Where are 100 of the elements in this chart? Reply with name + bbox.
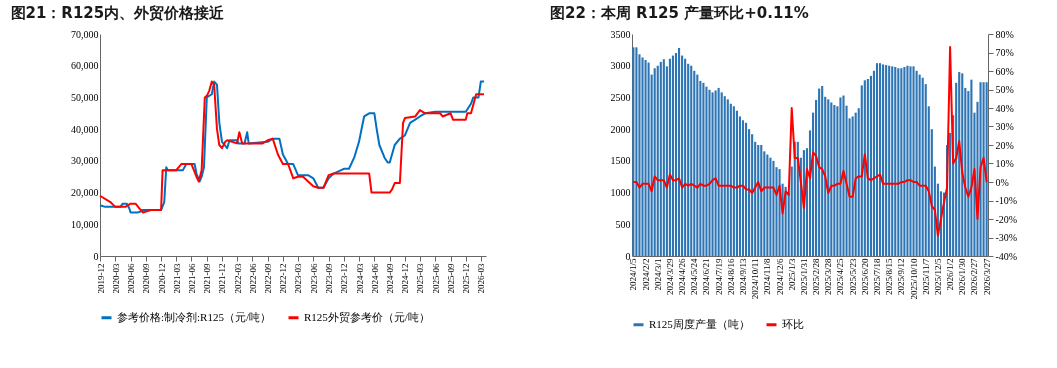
bar <box>921 77 924 256</box>
y2-tick-label: 10% <box>995 158 1014 169</box>
y2-tick-label: 50% <box>995 84 1014 95</box>
x-tick-label: 2023-09 <box>324 263 335 294</box>
bar <box>659 61 662 256</box>
bar <box>760 145 763 256</box>
line-series <box>632 45 988 237</box>
bar <box>875 63 879 256</box>
bar <box>744 122 748 256</box>
bar <box>723 96 726 256</box>
bar <box>891 66 894 256</box>
bar <box>906 65 909 256</box>
x-tick-label: 2020-03 <box>110 263 121 294</box>
bar <box>653 68 656 256</box>
x-tick-label: 2025/6/20 <box>859 258 870 296</box>
x-tick-label: 2025/7/18 <box>872 258 882 296</box>
bar <box>918 74 921 256</box>
y-tick-label: 0 <box>93 250 99 262</box>
y-tick-label: 2500 <box>610 91 631 103</box>
x-tick-label: 2023-03 <box>293 263 304 294</box>
bar <box>708 89 711 256</box>
y-tick-label: 30,000 <box>71 155 99 167</box>
x-tick-label: 2025/1/3 <box>786 258 797 291</box>
y2-tick-label: 0% <box>995 176 1009 188</box>
bar <box>732 106 735 256</box>
y-tick-label: 60,000 <box>71 60 99 72</box>
x-tick-label: 2026/3/27 <box>981 258 992 296</box>
x-tick-label: 2024/6/21 <box>701 258 712 296</box>
bar <box>757 145 760 256</box>
chart-title: 图21：R125内、外贸价格接近 <box>10 4 226 22</box>
bar <box>714 90 717 256</box>
x-tick-label: 2024/2/2 <box>640 258 651 291</box>
x-tick-label: 2024/12/6 <box>774 258 785 296</box>
line-series <box>99 80 485 214</box>
x-tick-label: 2024-12 <box>400 263 411 294</box>
bar <box>693 70 696 256</box>
bar <box>869 75 872 256</box>
x-tick-label: 2024/7/19 <box>713 258 724 296</box>
legend-label: R125周度产量（吨） <box>649 317 750 330</box>
x-tick-label: 2026/2/27 <box>969 258 980 296</box>
x-tick-label: 2020-06 <box>126 263 137 294</box>
x-tick-label: 2025/9/12 <box>896 258 907 296</box>
x-tick-label: 2026/1/2 <box>945 258 956 291</box>
x-tick-label: 2024/9/13 <box>738 258 748 296</box>
bar <box>702 82 705 256</box>
bar <box>717 87 720 256</box>
x-tick-label: 2024/4/26 <box>677 258 688 296</box>
legend-label: 参考价格:制冷剂:R125（元/吨） <box>117 310 272 323</box>
legend-label: R125外贸参考价（元/吨） <box>304 310 430 323</box>
bar <box>888 65 891 256</box>
y-tick-label: 3000 <box>610 60 631 72</box>
y-tick-label: 70,000 <box>71 28 99 40</box>
x-tick-label: 2024/3/29 <box>664 258 675 296</box>
bar <box>726 99 729 256</box>
x-tick-label: 2022-12 <box>278 263 289 294</box>
chart-title: 图22：本周 R125 产量环比+0.11% <box>550 4 809 22</box>
x-tick-label: 2025/3/28 <box>823 258 834 296</box>
x-tick-label: 2019-12 <box>95 263 106 294</box>
bar <box>897 68 900 256</box>
bar <box>885 65 888 256</box>
y2-tick-label: 30% <box>995 121 1014 132</box>
y2-tick-label: 60% <box>995 65 1014 77</box>
x-tick-label: 2025/12/5 <box>932 258 943 296</box>
bar <box>912 66 915 256</box>
y2-tick-label: -10% <box>995 195 1018 206</box>
x-tick-label: 2025-03 <box>415 263 426 294</box>
x-tick-label: 2020-09 <box>141 263 152 294</box>
bar <box>632 47 635 256</box>
y-tick-label: 40,000 <box>71 123 99 135</box>
x-tick-label: 2022-09 <box>263 263 274 294</box>
bar <box>970 79 973 256</box>
x-tick-label: 2022-06 <box>247 263 258 294</box>
bar <box>687 63 690 256</box>
bar <box>635 47 638 256</box>
x-tick-label: 2024/10/11 <box>750 258 761 300</box>
bar <box>766 154 769 256</box>
legend-label: 环比 <box>782 317 804 330</box>
bar <box>641 57 644 256</box>
x-tick-label: 2025-09 <box>446 263 457 294</box>
y-tick-label: 10,000 <box>71 218 99 230</box>
y2-tick-label: -40% <box>995 250 1018 262</box>
bar <box>878 63 882 256</box>
bar <box>915 70 918 256</box>
y2-tick-label: 20% <box>995 139 1014 151</box>
x-tick-label: 2021-12 <box>217 263 228 294</box>
bar <box>647 62 650 256</box>
bar <box>839 97 842 256</box>
bar <box>662 59 665 256</box>
x-tick-label: 2022-03 <box>232 263 243 294</box>
y-tick-label: 50,000 <box>71 91 99 103</box>
bar <box>821 86 824 256</box>
x-tick-label: 2024-06 <box>369 263 380 294</box>
y2-tick-label: -20% <box>995 213 1018 225</box>
bar <box>677 47 681 256</box>
bar <box>644 60 647 256</box>
bar <box>741 120 745 256</box>
y-tick-label: 20,000 <box>71 187 99 199</box>
x-tick-label: 2024/3/1 <box>652 258 663 291</box>
x-tick-label: 2025/8/15 <box>884 258 895 296</box>
bar <box>690 65 693 256</box>
